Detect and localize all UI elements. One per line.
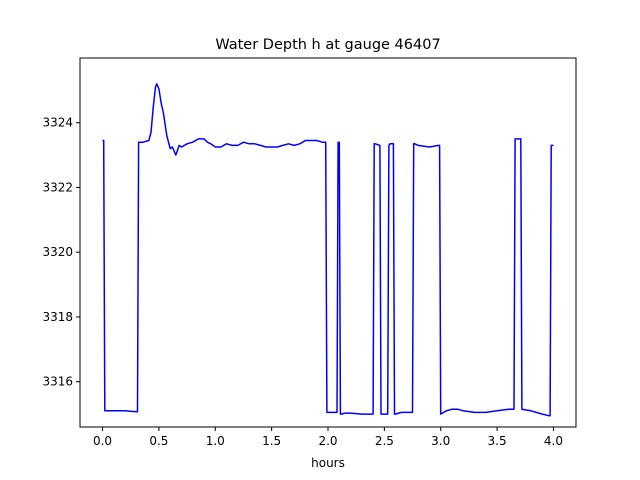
y-tick-label: 3320 xyxy=(42,245,73,259)
series-line xyxy=(102,83,554,417)
y-axis: 3316 3318 3320 3322 3324 xyxy=(42,116,80,389)
x-axis: 0.0 0.5 1.0 1.5 2.0 2.5 3.0 3.5 4.0 xyxy=(93,427,563,448)
y-tick-label: 3316 xyxy=(42,375,73,389)
y-tick-label: 3318 xyxy=(42,310,73,324)
x-tick-label: 3.5 xyxy=(488,434,507,448)
x-tick-label: 0.0 xyxy=(93,434,112,448)
chart-title: Water Depth h at gauge 46407 xyxy=(215,37,440,53)
y-tick-label: 3324 xyxy=(42,116,73,130)
series-layer xyxy=(102,83,554,417)
x-tick-label: 3.0 xyxy=(431,434,450,448)
x-tick-label: 1.5 xyxy=(262,434,281,448)
x-tick-label: 2.0 xyxy=(318,434,337,448)
x-tick-label: 0.5 xyxy=(149,434,168,448)
x-tick-label: 1.0 xyxy=(206,434,225,448)
x-axis-label: hours xyxy=(311,456,345,470)
plot-area xyxy=(79,57,577,428)
x-tick-label: 4.0 xyxy=(544,434,563,448)
x-tick-label: 2.5 xyxy=(375,434,394,448)
y-tick-label: 3322 xyxy=(42,180,73,194)
